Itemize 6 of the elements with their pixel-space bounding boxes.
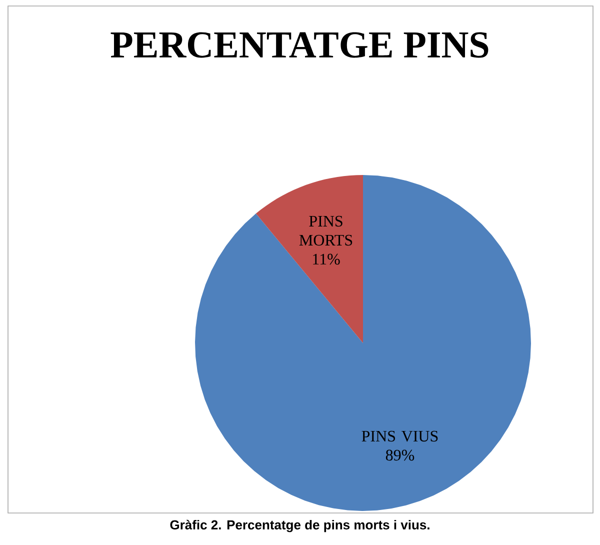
slice-label: PINS VIUS <box>362 430 438 442</box>
data-label: 11% <box>313 254 340 265</box>
data-label: 89% <box>386 450 414 461</box>
slice-label: PINS MORTS <box>299 216 352 246</box>
text: Gràfic 2. Percentatge de pins morts i vius. <box>170 520 430 532</box>
chart-title: PERCENTATGE PINS <box>110 32 488 58</box>
